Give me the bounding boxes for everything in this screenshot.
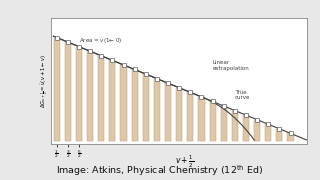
Text: True
curve: True curve	[235, 90, 250, 100]
Bar	[76, 47, 82, 141]
Bar	[265, 124, 271, 141]
Bar	[121, 65, 127, 141]
Bar	[210, 101, 216, 141]
Bar	[143, 74, 149, 141]
Bar	[198, 97, 204, 141]
Bar	[54, 38, 60, 141]
Bar	[276, 129, 283, 141]
Y-axis label: $\Delta G_{v+\frac{1}{2}} = \tilde{\nu}(v+1 \leftarrow v)$: $\Delta G_{v+\frac{1}{2}} = \tilde{\nu}(…	[40, 54, 50, 108]
Bar	[98, 56, 104, 141]
Bar	[287, 133, 293, 141]
Bar	[65, 42, 71, 141]
Bar	[176, 88, 182, 141]
Bar	[243, 115, 249, 141]
Bar	[165, 83, 171, 141]
Bar	[132, 69, 138, 141]
Bar	[154, 79, 160, 141]
Bar	[187, 92, 193, 141]
Bar	[254, 120, 260, 141]
Bar	[87, 51, 93, 141]
Text: Image: Atkins, Physical Chemistry (12$^{\rm th}$ Ed): Image: Atkins, Physical Chemistry (12$^{…	[56, 164, 264, 178]
Text: Linear
extrapolation: Linear extrapolation	[212, 60, 249, 71]
Bar	[221, 106, 227, 141]
Bar	[232, 111, 238, 141]
Text: $v + \frac{1}{2}$: $v + \frac{1}{2}$	[175, 154, 194, 170]
Bar	[109, 60, 116, 141]
Text: Area = $\tilde{v}$(1← 0): Area = $\tilde{v}$(1← 0)	[79, 37, 122, 46]
